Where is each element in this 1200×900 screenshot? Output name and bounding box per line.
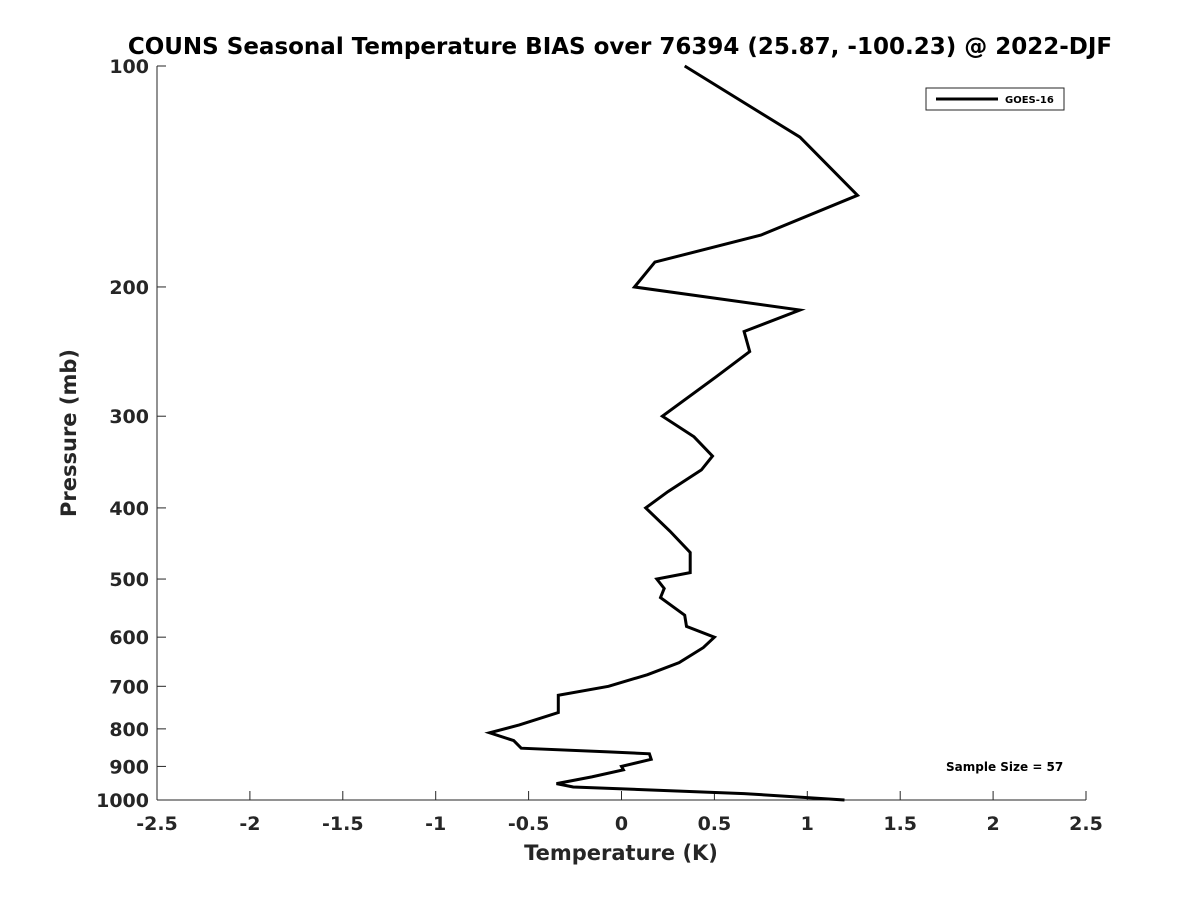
x-tick-label: 2 (986, 813, 999, 835)
x-tick-label: -1.5 (322, 813, 364, 835)
series-line-goes-16 (484, 64, 861, 802)
legend-label-goes-16: GOES-16 (1005, 95, 1054, 106)
y-tick-label: 800 (109, 719, 149, 741)
y-tick-label: 600 (109, 627, 149, 649)
y-tick-label: 700 (109, 676, 149, 698)
x-tick-label: 0 (615, 813, 628, 835)
y-tick-label: 300 (109, 406, 149, 428)
x-tick-label: -2.5 (136, 813, 178, 835)
y-tick-label: 1000 (96, 790, 149, 812)
y-tick-label: 400 (109, 498, 149, 520)
y-tick-label: 900 (109, 756, 149, 778)
y-tick-label: 200 (109, 277, 149, 299)
y-ticks: 100 200 300 400 500 600 700 800 900 1000 (96, 56, 166, 812)
x-tick-label: -0.5 (508, 813, 550, 835)
x-tick-label: 0.5 (698, 813, 732, 835)
x-tick-label: -2 (239, 813, 260, 835)
x-tick-label: 1.5 (883, 813, 917, 835)
chart-title: COUNS Seasonal Temperature BIAS over 763… (128, 34, 1112, 60)
x-tick-label: -1 (425, 813, 446, 835)
y-tick-label: 100 (109, 56, 149, 78)
x-tick-label: 2.5 (1069, 813, 1103, 835)
y-tick-label: 500 (109, 569, 149, 591)
series-layer (484, 64, 861, 802)
x-axis-label: Temperature (K) (524, 841, 718, 865)
legend: GOES-16 (925, 87, 1065, 111)
y-axis-label: Pressure (mb) (57, 349, 81, 517)
x-tick-label: 1 (801, 813, 814, 835)
sample-size-annotation: Sample Size = 57 (946, 760, 1063, 774)
x-ticks: -2.5 -2 -1.5 -1 -0.5 0 0.5 1 1.5 2 2.5 (136, 791, 1103, 835)
